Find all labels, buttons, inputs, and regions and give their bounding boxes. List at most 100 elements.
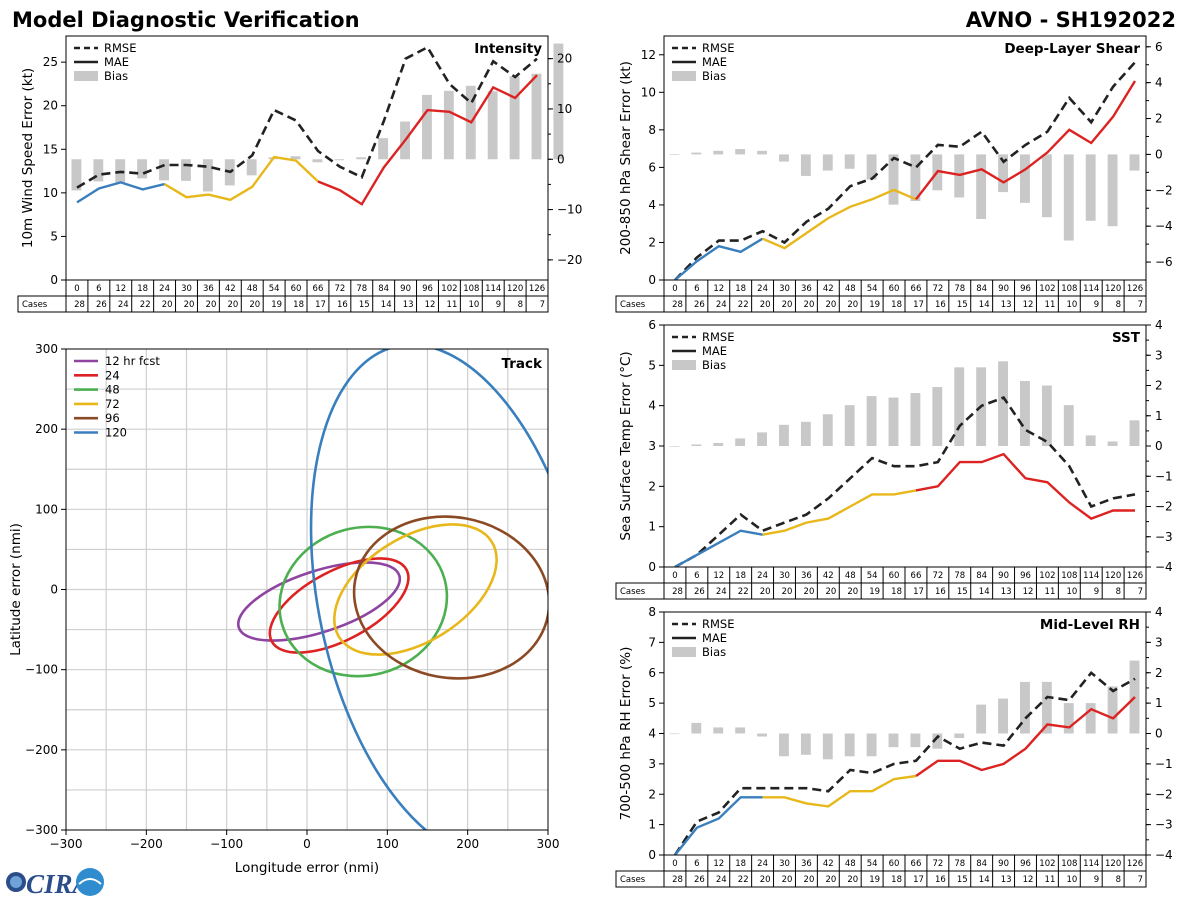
- case-count: 15: [957, 300, 968, 310]
- hour-cell: 114: [1083, 571, 1099, 581]
- case-count: 19: [869, 587, 880, 597]
- cases-label: Cases: [22, 300, 48, 310]
- y2-tick-label: 0: [557, 152, 565, 166]
- bias-bar: [378, 138, 389, 160]
- hour-cell: 96: [1020, 859, 1031, 869]
- bias-bar: [1041, 154, 1052, 218]
- case-count: 14: [979, 300, 990, 310]
- hour-cell: 66: [911, 284, 922, 294]
- bias-bar: [290, 156, 301, 160]
- case-count: 24: [716, 587, 727, 597]
- y-tick-label: 4: [648, 727, 656, 741]
- case-count: 8: [518, 300, 523, 310]
- hour-cell: 54: [867, 284, 878, 294]
- bias-bar: [844, 154, 855, 169]
- ellipse-group: [236, 349, 548, 830]
- y2-tick-label: 3: [1155, 348, 1163, 362]
- case-count: 12: [425, 300, 436, 310]
- legend-mae-label: MAE: [702, 344, 727, 358]
- panel-title: Mid-Level RH: [1040, 617, 1140, 633]
- case-count: 14: [381, 300, 392, 310]
- mae-line: [762, 489, 917, 536]
- bias-bar: [1107, 441, 1118, 446]
- case-count: 8: [1116, 587, 1121, 597]
- hour-cell: 114: [485, 284, 501, 294]
- bias-bar: [691, 152, 702, 155]
- bias-bar: [998, 698, 1008, 734]
- case-count: 8: [1116, 300, 1121, 310]
- bias-bar: [1129, 420, 1140, 446]
- rmse-line: [76, 45, 538, 189]
- hour-cell: 36: [203, 284, 214, 294]
- case-count: 16: [935, 587, 946, 597]
- case-count: 20: [804, 587, 815, 597]
- bias-bar: [932, 387, 943, 446]
- case-count: 18: [891, 587, 902, 597]
- y2-tick-label: −4: [1155, 848, 1173, 862]
- hour-cell: 84: [378, 284, 389, 294]
- case-count: 10: [468, 300, 479, 310]
- hour-cell: 78: [954, 571, 965, 581]
- case-count: 9: [1094, 587, 1099, 597]
- page-title: Model Diagnostic Verification: [12, 8, 360, 32]
- cases-label: Cases: [620, 875, 646, 885]
- track-legend-label: 12 hr fcst: [105, 354, 160, 368]
- bias-bar: [71, 159, 82, 191]
- bias-bar: [669, 733, 680, 735]
- case-count: 22: [738, 587, 749, 597]
- hour-cell: 30: [779, 571, 790, 581]
- x-tick-label: 0: [303, 837, 311, 851]
- error-ellipse: [268, 557, 410, 654]
- y2-tick-label: 2: [1155, 112, 1163, 126]
- error-ellipse: [332, 523, 498, 656]
- case-count: 19: [869, 300, 880, 310]
- hour-cell: 90: [998, 284, 1009, 294]
- hour-cell: 24: [159, 284, 170, 294]
- y-tick-label: 100: [35, 502, 58, 516]
- cases-row: [615, 295, 1147, 313]
- case-count: 20: [162, 300, 173, 310]
- hour-cell: 42: [823, 859, 834, 869]
- y-tick-label: 3: [648, 439, 656, 453]
- bias-bar: [998, 154, 1008, 193]
- case-count: 20: [825, 875, 836, 885]
- bias-bar: [998, 361, 1008, 446]
- y-tick-label: 6: [648, 160, 656, 174]
- panel-title: Intensity: [474, 41, 542, 57]
- hour-cell: 12: [713, 571, 724, 581]
- hour-cell: 102: [441, 284, 457, 294]
- hour-cell: 72: [932, 284, 943, 294]
- bias-bar: [866, 396, 877, 446]
- bias-bar: [976, 154, 987, 219]
- y-tick-label: 8: [648, 605, 656, 619]
- y-tick-label: 5: [50, 229, 58, 243]
- bias-bar: [1041, 385, 1052, 446]
- case-count: 22: [140, 300, 151, 310]
- case-count: 15: [359, 300, 370, 310]
- bias-bar: [1063, 703, 1074, 734]
- bias-bar: [822, 154, 833, 171]
- hour-cell: 12: [713, 284, 724, 294]
- hour-cell: 60: [889, 284, 900, 294]
- case-count: 19: [869, 875, 880, 885]
- hour-cell: 48: [247, 284, 258, 294]
- bias-bar: [844, 733, 855, 757]
- legend-bias-label: Bias: [104, 69, 128, 83]
- case-count: 13: [1001, 587, 1012, 597]
- case-count: 20: [206, 300, 217, 310]
- y2-tick-label: −1: [1155, 757, 1173, 771]
- bias-bar: [976, 704, 987, 734]
- mae-line: [915, 452, 1135, 520]
- mae-line: [762, 774, 917, 808]
- hour-cell: 60: [889, 859, 900, 869]
- case-count: 20: [249, 300, 260, 310]
- y-axis-label: 10m Wind Speed Error (kt): [20, 68, 36, 248]
- legend-bias-swatch: [672, 71, 696, 81]
- case-count: 7: [1138, 875, 1143, 885]
- y-tick-label: 200: [35, 422, 58, 436]
- hour-cell: 120: [1105, 284, 1121, 294]
- hour-cell: 60: [291, 284, 302, 294]
- case-count: 18: [891, 875, 902, 885]
